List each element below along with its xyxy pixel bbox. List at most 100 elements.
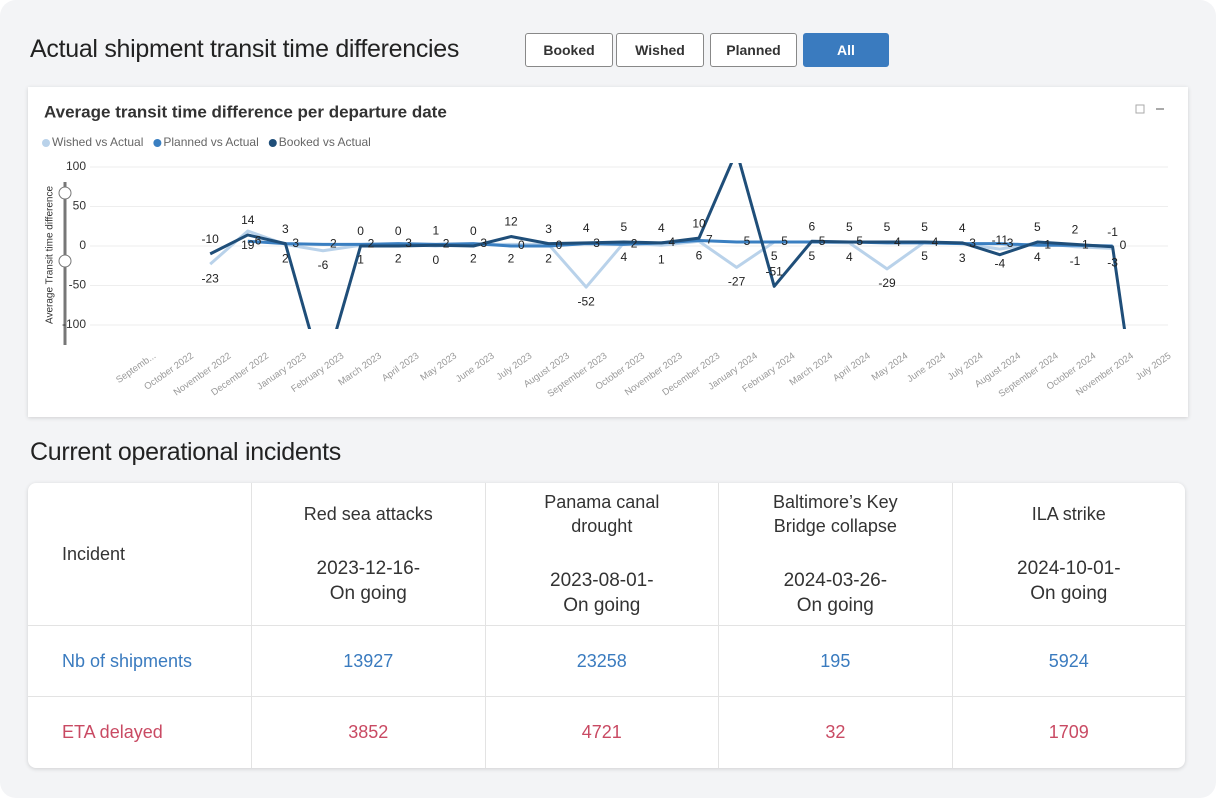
y-tick-label: 50 (73, 199, 87, 213)
data-label: -51 (766, 264, 784, 278)
slider-handle[interactable] (58, 254, 72, 268)
data-label: 4 (658, 221, 665, 235)
metric-value: 195 (718, 625, 953, 698)
data-label: 12 (504, 215, 518, 229)
filter-button[interactable]: Wished (616, 33, 704, 67)
incident-cell: Panama canal drought 2023-08-01- On going (485, 483, 720, 626)
x-tick-label: April 2023 (380, 351, 421, 385)
legend-marker (153, 139, 162, 147)
incident-cell: Red sea attacks 2023-12-16- On going (251, 483, 486, 626)
data-label: 3 (959, 251, 966, 265)
data-label: 4 (959, 221, 966, 235)
data-label: -11 (992, 233, 1009, 247)
data-label: 2 (330, 237, 337, 251)
data-label: 4 (894, 235, 901, 249)
legend-label: Wished vs Actual (52, 135, 143, 149)
data-label: 5 (781, 234, 788, 248)
data-label: 1 (1082, 237, 1089, 251)
data-label: 7 (706, 233, 713, 247)
data-label: -10 (202, 232, 220, 246)
incident-name: Baltimore’s Key Bridge collapse (772, 492, 898, 536)
data-label: 2 (631, 237, 638, 251)
incident-table: Incident Red sea attacks 2023-12-16- On goi… (28, 483, 1185, 768)
data-label: 5 (921, 249, 928, 263)
data-label: 0 (470, 224, 477, 238)
data-label: 3 (593, 236, 600, 250)
data-label: 5 (846, 220, 853, 234)
data-label: -1 (1070, 254, 1081, 268)
metric-value: 32 (718, 696, 953, 768)
data-label: 2 (368, 237, 375, 251)
header-row: Incident Red sea attacks 2023-12-16- On goi… (28, 483, 1185, 626)
filter-button[interactable]: Planned (710, 33, 797, 67)
incident-status: On going (563, 595, 641, 616)
data-label: 5 (1034, 220, 1041, 234)
x-tick-label: May 2023 (418, 351, 458, 384)
y-tick-label: -100 (62, 317, 86, 331)
data-label: 5 (819, 234, 826, 248)
data-label: 3 (292, 236, 299, 250)
data-label: 14 (241, 213, 255, 227)
data-label: 0 (432, 253, 439, 267)
data-label: 0 (395, 224, 402, 238)
data-label: 0 (357, 224, 364, 238)
x-tick-label: May 2024 (870, 351, 910, 384)
incident-name: ILA strike (1031, 504, 1106, 524)
data-label: 3 (969, 236, 976, 250)
data-label: 0 (556, 238, 563, 252)
chart-card: Average transit time difference per depa… (28, 87, 1188, 417)
data-label: -3 (1107, 256, 1118, 270)
data-label: 1 (1044, 237, 1051, 251)
data-label: 2 (508, 252, 515, 266)
data-label: 5 (771, 249, 778, 263)
incident-cell: ILA strike 2024-10-01- On going (952, 483, 1185, 626)
legend-marker (268, 139, 277, 147)
data-label: 0 (518, 238, 525, 252)
metric-value: 5924 (952, 625, 1185, 698)
data-label: 2 (443, 237, 450, 251)
x-tick-label: April 2024 (831, 351, 872, 385)
x-tick-label: June 2023 (454, 351, 497, 385)
window-icons (1135, 104, 1164, 114)
data-label: 1 (432, 223, 439, 237)
data-label: 1 (357, 252, 364, 266)
legend-label: Booked vs Actual (279, 135, 371, 149)
section-title: Current operational incidents (30, 438, 341, 466)
filter-button[interactable]: All (803, 33, 889, 67)
incident-start: 2023-08-01- (550, 570, 654, 591)
x-tick-label: June 2024 (905, 351, 948, 385)
x-tick-label: July 2025 (1134, 351, 1174, 383)
legend-label: Planned vs Actual (163, 135, 258, 149)
legend-marker (42, 139, 50, 147)
data-label: 2 (1072, 223, 1079, 237)
page-title: Actual shipment transit time differencie… (30, 35, 460, 63)
data-label: 2 (395, 252, 402, 266)
data-label: 3 (282, 222, 289, 236)
data-label: -27 (728, 275, 746, 289)
incident-name: Panama canal drought (544, 492, 660, 536)
metric-value: 3852 (251, 696, 486, 768)
data-label: 2 (545, 252, 552, 266)
slider-handle[interactable] (58, 186, 72, 200)
incident-status: On going (1030, 583, 1108, 604)
data-label: 3 (480, 236, 487, 250)
data-label: 2 (282, 252, 289, 266)
y-tick-label: 100 (66, 159, 86, 173)
incident-name: Red sea attacks (303, 504, 433, 524)
data-label: 5 (856, 234, 863, 248)
metric-value: 1709 (1048, 722, 1089, 743)
data-label: 2 (470, 252, 477, 266)
metric-value: 13927 (251, 625, 486, 698)
data-label: 19 (241, 238, 255, 252)
metric-value: 23258 (485, 625, 720, 698)
y-tick-label: 0 (79, 238, 86, 252)
data-label: 5 (884, 220, 891, 234)
metric-row: Nb of shipments 13927 23258 195 5924 (28, 625, 1185, 698)
data-label: 4 (620, 250, 627, 264)
data-label: 4 (583, 221, 590, 235)
metric-value: 4721 (485, 696, 720, 768)
y-axis-title: Average Transit time difference (45, 186, 56, 324)
incident-start: 2024-10-01- (1017, 558, 1121, 579)
chart: Average transit time difference per depa… (42, 102, 1174, 400)
filter-button[interactable]: Booked (525, 33, 613, 67)
